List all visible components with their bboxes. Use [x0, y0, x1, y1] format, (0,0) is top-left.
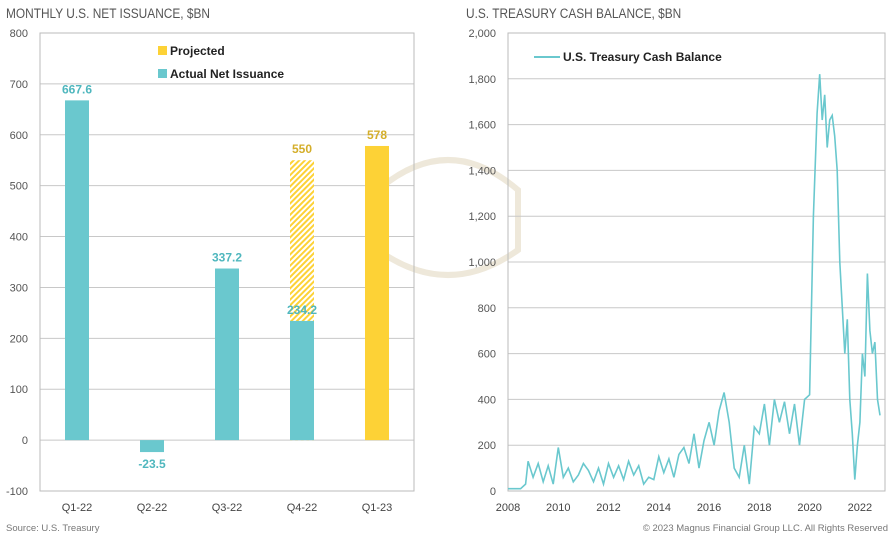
actual-bar: [65, 100, 89, 441]
y-tick-label: 1,200: [468, 211, 496, 223]
x-tick-label: 2012: [596, 502, 620, 514]
x-tick-label: 2014: [647, 502, 671, 514]
x-tick-label: 2008: [496, 502, 520, 514]
y-tick-label: 600: [478, 349, 496, 361]
x-tick-label: Q3-22: [212, 502, 243, 514]
y-tick-label: 700: [10, 79, 28, 91]
x-tick-label: 2018: [747, 502, 771, 514]
source-note: Source: U.S. Treasury: [6, 523, 100, 534]
y-tick-label: 300: [10, 282, 28, 294]
actual-bar: [140, 440, 164, 453]
y-tick-label: 1,600: [468, 120, 496, 132]
y-tick-label: 800: [10, 28, 28, 40]
y-tick-label: 1,800: [468, 74, 496, 86]
x-tick-label: Q2-22: [137, 502, 168, 514]
x-tick-label: Q1-22: [62, 502, 93, 514]
y-tick-label: 400: [478, 394, 496, 406]
x-tick-label: 2016: [697, 502, 721, 514]
cash-balance-line: [508, 74, 881, 490]
x-tick-label: 2022: [848, 502, 872, 514]
data-label: 234.2: [287, 303, 317, 317]
projected-bar: [365, 145, 389, 441]
legend-label: U.S. Treasury Cash Balance: [563, 50, 722, 64]
y-tick-label: 0: [22, 435, 28, 447]
x-tick-label: Q4-22: [287, 502, 318, 514]
right-chart-title: U.S. TREASURY CASH BALANCE, $BN: [466, 6, 682, 21]
y-tick-label: 600: [10, 130, 28, 142]
y-tick-label: 100: [10, 384, 28, 396]
legend-swatch-actual: [158, 69, 167, 78]
y-tick-label: 200: [10, 333, 28, 345]
data-label: 550: [292, 142, 312, 156]
plot-border: [507, 32, 886, 492]
y-tick-label: 800: [478, 303, 496, 315]
legend-swatch-projected: [158, 46, 167, 55]
legend-label-actual: Actual Net Issuance: [170, 67, 284, 81]
y-tick-label: 1,000: [468, 257, 496, 269]
actual-bar: [290, 320, 314, 441]
y-tick-label: 2,000: [468, 28, 496, 40]
y-tick-label: 0: [490, 486, 496, 498]
left-chart-title: MONTHLY U.S. NET ISSUANCE, $BN: [6, 6, 210, 21]
y-tick-label: 400: [10, 232, 28, 244]
y-tick-label: -100: [6, 486, 28, 498]
actual-bar: [215, 268, 239, 441]
copyright-note: © 2023 Magnus Financial Group LLC. All R…: [642, 523, 888, 534]
plot-border: [39, 32, 415, 492]
data-label: 337.2: [212, 251, 242, 265]
y-tick-label: 1,400: [468, 165, 496, 177]
x-tick-label: 2020: [797, 502, 821, 514]
data-label: -23.5: [138, 457, 166, 471]
data-label: 667.6: [62, 82, 92, 96]
watermark-logo-icon: [375, 157, 521, 278]
data-label: 578: [367, 128, 387, 142]
legend-label-projected: Projected: [170, 44, 225, 58]
y-tick-label: 200: [478, 440, 496, 452]
y-tick-label: 500: [10, 181, 28, 193]
x-tick-label: Q1-23: [362, 502, 393, 514]
x-tick-label: 2010: [546, 502, 570, 514]
